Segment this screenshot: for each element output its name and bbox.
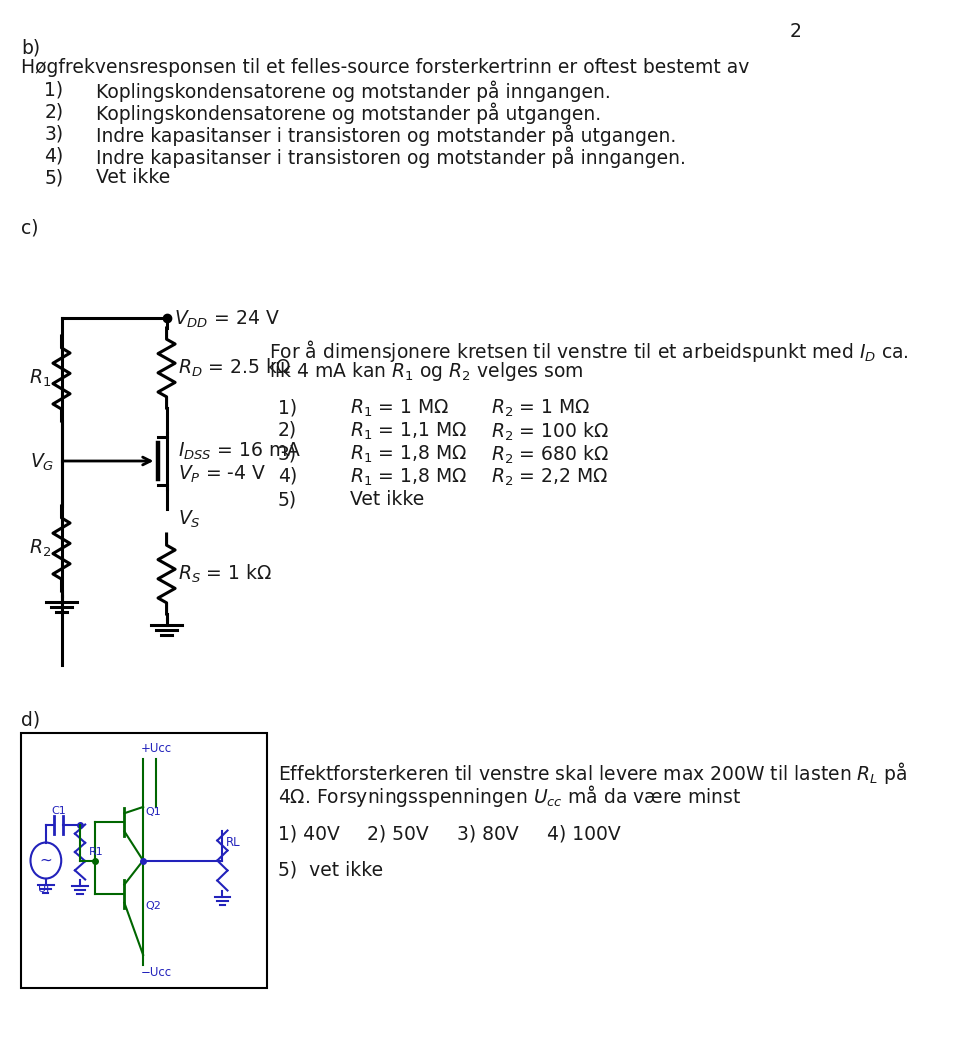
Text: 3): 3) — [277, 444, 297, 463]
Text: 3) 80V: 3) 80V — [457, 825, 518, 844]
Text: −Ucc: −Ucc — [140, 966, 172, 979]
Bar — [21, 733, 267, 987]
Text: Effektforsterkeren til venstre skal levere max 200W til lasten $R_L$ på: Effektforsterkeren til venstre skal leve… — [277, 760, 907, 786]
Text: Høgfrekvensresponsen til et felles-source forsterkertrinn er oftest bestemt av: Høgfrekvensresponsen til et felles-sourc… — [21, 58, 750, 77]
Text: Koplingskondensatorene og motstander på inngangen.: Koplingskondensatorene og motstander på … — [96, 80, 611, 101]
Text: Vet ikke: Vet ikke — [350, 490, 424, 509]
Text: 2): 2) — [44, 102, 63, 121]
Text: 5): 5) — [277, 490, 297, 509]
Text: C1: C1 — [51, 806, 66, 817]
Text: 1) 40V: 1) 40V — [277, 825, 340, 844]
Text: b): b) — [21, 38, 40, 57]
Text: $V_{DD}$ = 24 V: $V_{DD}$ = 24 V — [175, 308, 280, 329]
Text: d): d) — [21, 710, 40, 729]
Text: 4Ω. Forsyningsspenningen $U_{cc}$ må da være minst: 4Ω. Forsyningsspenningen $U_{cc}$ må da … — [277, 783, 741, 809]
Text: $V_S$: $V_S$ — [178, 509, 201, 530]
Text: $V_P$ = -4 V: $V_P$ = -4 V — [178, 463, 266, 484]
Text: 1): 1) — [44, 80, 63, 99]
Text: $V_G$: $V_G$ — [31, 452, 55, 473]
Text: $R_1$ = 1,8 MΩ: $R_1$ = 1,8 MΩ — [350, 444, 468, 465]
Text: RL: RL — [226, 836, 240, 849]
Text: $R_2$: $R_2$ — [29, 538, 51, 559]
Text: $R_D$ = 2.5 kΩ: $R_D$ = 2.5 kΩ — [178, 357, 291, 379]
Text: R1: R1 — [88, 847, 104, 857]
Text: $R_2$ = 680 kΩ: $R_2$ = 680 kΩ — [492, 444, 609, 466]
Text: 4): 4) — [44, 146, 63, 165]
Text: c): c) — [21, 218, 38, 237]
Text: Ui: Ui — [37, 883, 49, 894]
Text: $R_1$ = 1,8 MΩ: $R_1$ = 1,8 MΩ — [350, 467, 468, 488]
Text: Indre kapasitanser i transistoren og motstander på inngangen.: Indre kapasitanser i transistoren og mot… — [96, 146, 685, 168]
Text: +Ucc: +Ucc — [140, 742, 172, 754]
Text: Q2: Q2 — [146, 901, 161, 910]
Text: 5): 5) — [44, 168, 63, 187]
Text: 2) 50V: 2) 50V — [368, 825, 429, 844]
Text: Koplingskondensatorene og motstander på utgangen.: Koplingskondensatorene og motstander på … — [96, 102, 601, 123]
Text: $R_1$ = 1 MΩ: $R_1$ = 1 MΩ — [350, 398, 449, 419]
Text: $R_S$ = 1 kΩ: $R_S$ = 1 kΩ — [178, 563, 272, 586]
Text: 5)  vet ikke: 5) vet ikke — [277, 860, 383, 879]
Text: 4): 4) — [277, 467, 297, 486]
Text: 2): 2) — [277, 421, 297, 440]
Text: 1): 1) — [277, 398, 297, 417]
Text: $R_1$ = 1,1 MΩ: $R_1$ = 1,1 MΩ — [350, 421, 468, 442]
Text: Vet ikke: Vet ikke — [96, 168, 170, 187]
Text: 2: 2 — [789, 22, 802, 41]
Text: $I_{DSS}$ = 16 mA: $I_{DSS}$ = 16 mA — [178, 440, 300, 462]
Text: $R_2$ = 1 MΩ: $R_2$ = 1 MΩ — [492, 398, 590, 419]
Text: 4) 100V: 4) 100V — [546, 825, 620, 844]
Text: ~: ~ — [39, 853, 52, 868]
Text: For å dimensjonere kretsen til venstre til et arbeidspunkt med $I_D$ ca.: For å dimensjonere kretsen til venstre t… — [269, 338, 909, 364]
Text: Q1: Q1 — [146, 807, 161, 818]
Text: 3): 3) — [44, 124, 63, 143]
Text: $R_1$: $R_1$ — [29, 368, 51, 389]
Text: $R_2$ = 2,2 MΩ: $R_2$ = 2,2 MΩ — [492, 467, 609, 488]
Text: lik 4 mA kan $R_1$ og $R_2$ velges som: lik 4 mA kan $R_1$ og $R_2$ velges som — [269, 360, 584, 383]
Text: $R_2$ = 100 kΩ: $R_2$ = 100 kΩ — [492, 421, 609, 443]
Text: Indre kapasitanser i transistoren og motstander på utgangen.: Indre kapasitanser i transistoren og mot… — [96, 124, 676, 146]
